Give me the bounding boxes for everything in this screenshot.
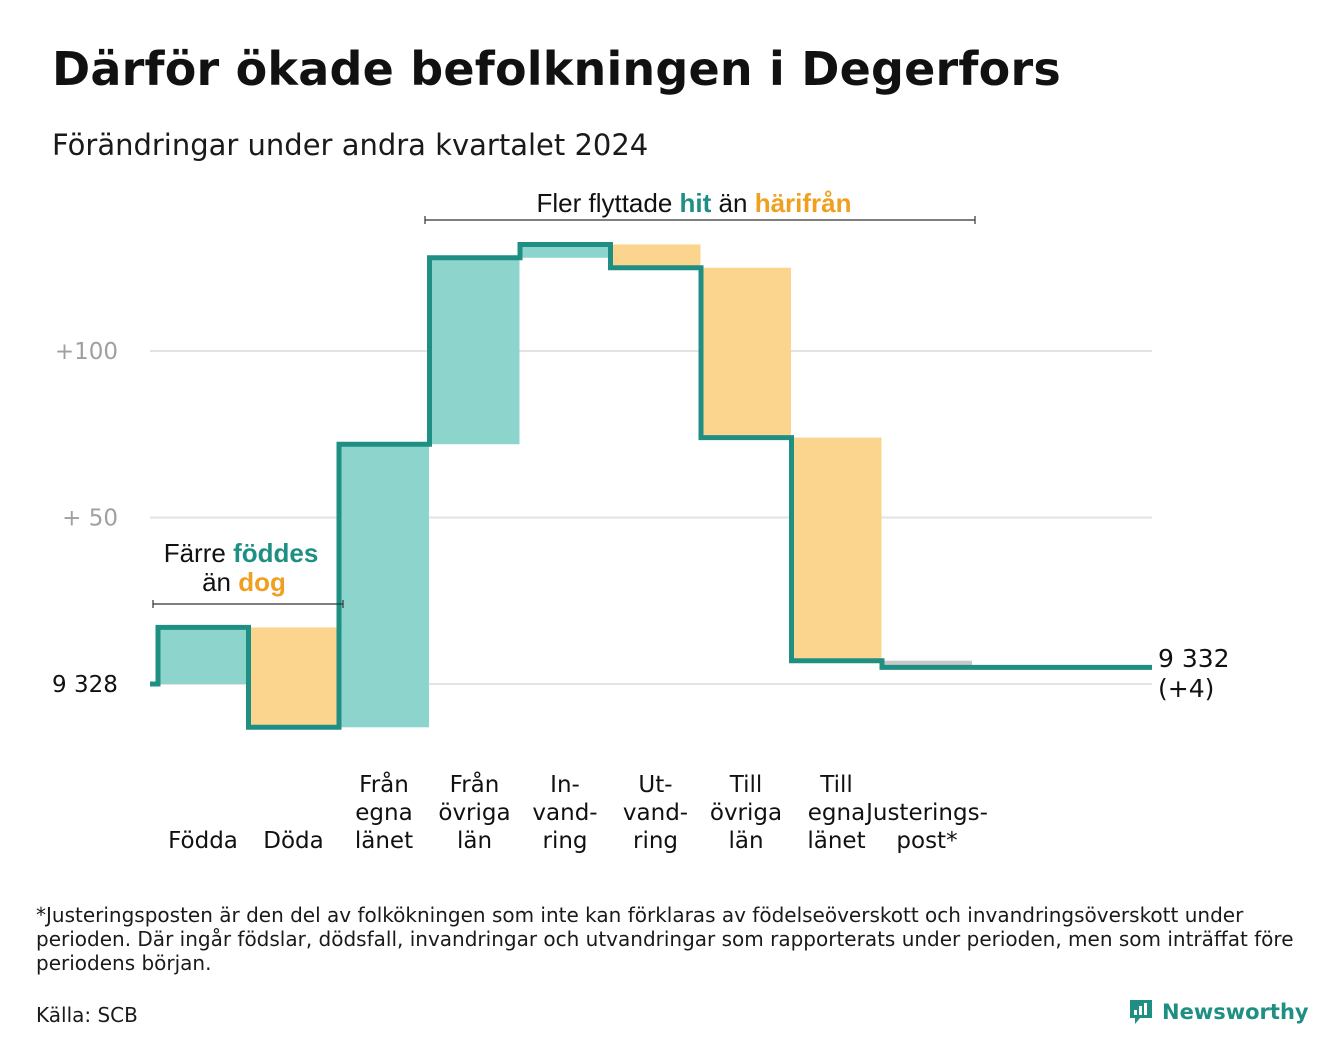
brand-logo[interactable]: Newsworthy xyxy=(1128,998,1309,1026)
waterfall-bar xyxy=(520,244,610,258)
svg-text:Färre föddes: Färre föddes xyxy=(164,538,319,568)
x-category-label: län xyxy=(457,828,492,854)
births-annotation-text: Färre xyxy=(164,538,226,568)
y-tick-label: 9 328 xyxy=(52,672,118,698)
end-value-text: (+4) xyxy=(1158,674,1214,703)
chart-title: Därför ökade befolkningen i Degerfors xyxy=(52,42,1061,96)
moves-annotation-text2: än xyxy=(719,188,748,218)
x-category-label: Från xyxy=(450,770,500,798)
births-annotation-highlight: föddes xyxy=(233,538,318,568)
waterfall-bar xyxy=(610,244,701,268)
x-category-label: Ut- xyxy=(638,772,672,798)
footnote: *Justeringsposten är den del av folkökni… xyxy=(36,903,1294,975)
waterfall-bar xyxy=(339,444,429,728)
x-category-label: ring xyxy=(542,828,587,854)
x-category-label: post* xyxy=(896,828,957,854)
x-category-label: Födda xyxy=(168,828,238,854)
births-annotation-highlight2: dog xyxy=(238,567,286,597)
births-annotation: Färre föddes än dog xyxy=(152,538,344,608)
x-category-label: län xyxy=(728,828,763,854)
births-annotation-bracket xyxy=(152,600,344,608)
y-tick-label: +100 xyxy=(55,339,118,365)
x-category-label: Justerings- xyxy=(864,800,988,826)
bars xyxy=(158,244,972,728)
x-category-label: övriga xyxy=(710,800,782,826)
y-tick-label: + 50 xyxy=(62,506,118,532)
svg-text:än dog: än dog xyxy=(202,567,286,597)
x-category-label: Till xyxy=(729,772,763,798)
moves-annotation-highlight2: härifrån xyxy=(755,188,852,218)
source-credit: Källa: SCB xyxy=(36,1003,138,1027)
waterfall-bar xyxy=(882,660,972,668)
waterfall-bar xyxy=(429,257,520,445)
svg-text:Fler flyttade hit: Fler flyttade hit än härifrån xyxy=(536,188,851,218)
waterfall-bar xyxy=(158,627,248,684)
waterfall-bar xyxy=(701,267,791,438)
x-category-label: Till xyxy=(819,772,853,798)
x-category-label: Döda xyxy=(263,828,323,854)
moves-annotation-bracket xyxy=(424,216,976,224)
x-category-label: ring xyxy=(633,828,678,854)
moves-annotation-text: Fler flyttade xyxy=(536,188,672,218)
x-axis-category-labels: Födda DödaFrånegnalänetFrånövrigalänIn-va… xyxy=(168,770,988,854)
waterfall-bar xyxy=(248,627,339,728)
end-value-label: 9 332(+4) xyxy=(1158,644,1230,703)
bar-chart-speech-bubble-icon xyxy=(1130,1000,1152,1024)
end-value-text: 9 332 xyxy=(1158,644,1230,673)
x-category-label: Från xyxy=(359,770,409,798)
births-annotation-text2: än xyxy=(202,567,231,597)
x-category-label: länet xyxy=(355,828,413,854)
x-category-label: vand- xyxy=(623,800,688,826)
cumulative-line-layer xyxy=(150,241,1152,730)
x-category-label: In- xyxy=(550,772,580,798)
y-axis-tick-labels: 9 328 + 50 +100 xyxy=(52,339,118,698)
chart-subtitle: Förändringar under andra kvartalet 2024 xyxy=(52,128,649,162)
moves-annotation-highlight: hit xyxy=(680,188,712,218)
x-category-label: egna xyxy=(808,800,865,826)
x-category-label: egna xyxy=(355,800,412,826)
x-category-label: övriga xyxy=(438,800,510,826)
moves-annotation: Fler flyttade hit än härifrån xyxy=(424,188,976,224)
cumulative-line xyxy=(150,241,1152,730)
waterfall-chart: 9 328+ 50+100 Födda DödaFrånegnalänetFrån… xyxy=(52,188,1230,854)
x-category-label: länet xyxy=(807,828,865,854)
waterfall-bar xyxy=(791,437,882,661)
brand-name: Newsworthy xyxy=(1162,1000,1309,1024)
x-category-label: vand- xyxy=(532,800,597,826)
